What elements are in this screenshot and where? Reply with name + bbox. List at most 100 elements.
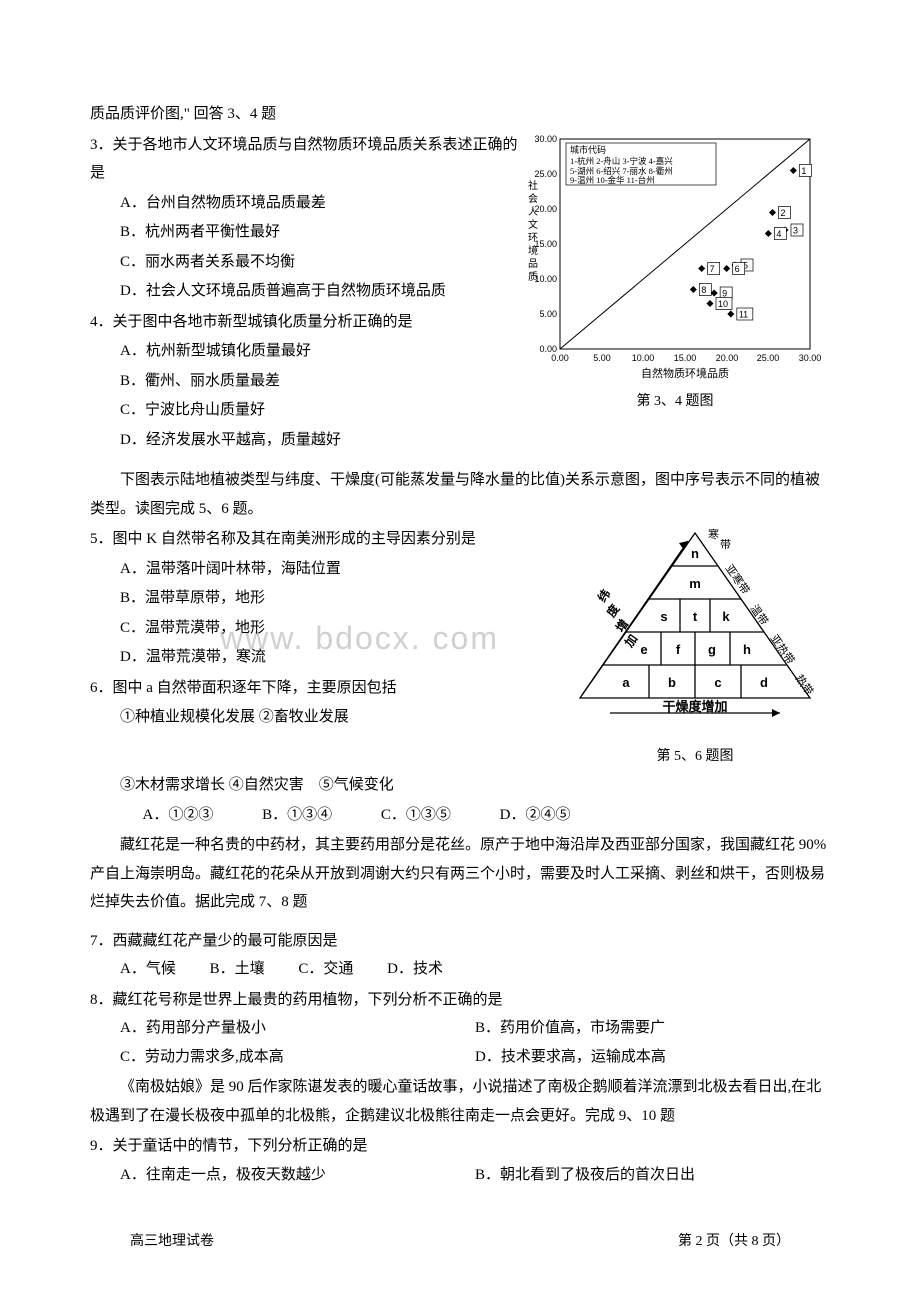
q8-option-c: C．劳动力需求多,成本高 xyxy=(120,1043,475,1072)
svg-text:15.00: 15.00 xyxy=(674,353,697,363)
q5-option-b: B．温带草原带，地形 xyxy=(120,584,560,613)
svg-text:文: 文 xyxy=(528,218,538,231)
svg-text:h: h xyxy=(743,642,751,657)
svg-text:30.00: 30.00 xyxy=(534,134,557,144)
svg-text:c: c xyxy=(714,675,721,690)
svg-text:1-杭州 2-舟山 3-宁波 4-嘉兴: 1-杭州 2-舟山 3-宁波 4-嘉兴 xyxy=(570,156,673,166)
question-7: 7．西藏藏红花产量少的最可能原因是 A．气候 B．土壤 C．交通 D．技术 xyxy=(90,927,830,984)
svg-text:m: m xyxy=(689,576,701,591)
q8-option-d: D．技术要求高，运输成本高 xyxy=(475,1043,830,1072)
question-9: 9．关于童话中的情节，下列分析正确的是 A．往南走一点，极夜天数越少 B．朝北看… xyxy=(90,1132,830,1189)
q6-line2: ③木材需求增长 ④自然灾害 ⑤气候变化 xyxy=(120,771,830,800)
svg-text:境: 境 xyxy=(528,244,538,257)
scatter-chart-34: 0.00 5.00 10.00 15.00 20.00 25.00 30.00 … xyxy=(520,129,830,457)
question-3: 3．关于各地市人文环境品质与自然物质环境品质关系表述正确的是 A．台州自然物质环… xyxy=(90,131,520,306)
chart-56-caption: 第 5、6 题图 xyxy=(560,744,830,771)
svg-text:11: 11 xyxy=(739,309,748,319)
svg-text:人: 人 xyxy=(528,206,538,218)
q8-option-b: B．药用价值高，市场需要广 xyxy=(475,1014,830,1043)
svg-text:干燥度增加: 干燥度增加 xyxy=(662,699,727,714)
svg-text:10.00: 10.00 xyxy=(632,353,655,363)
svg-text:亚热带: 亚热带 xyxy=(768,632,798,666)
q6-option-b: B．①③④ xyxy=(262,801,332,830)
svg-text:2: 2 xyxy=(781,208,786,218)
svg-text:20.00: 20.00 xyxy=(716,353,739,363)
footer-left: 高三地理试卷 xyxy=(130,1229,214,1256)
svg-text:8: 8 xyxy=(701,285,706,295)
svg-text:25.00: 25.00 xyxy=(757,353,780,363)
svg-text:s: s xyxy=(660,609,667,624)
svg-text:0.00: 0.00 xyxy=(551,353,569,363)
q3-option-a: A．台州自然物质环境品质最差 xyxy=(120,189,520,218)
svg-text:温带: 温带 xyxy=(748,602,771,627)
svg-text:3: 3 xyxy=(793,225,798,235)
q6-stem: 6．图中 a 自然带面积逐年下降，主要原因包括 xyxy=(90,674,560,703)
pyramid-svg: n m stk efgh abcd 干燥度增加 纬 度 增 加 寒带 亚寒 xyxy=(560,523,830,733)
q7-option-c: C．交通 xyxy=(298,955,353,984)
pyramid-chart-56: n m stk efgh abcd 干燥度增加 纬 度 增 加 寒带 亚寒 xyxy=(560,523,830,770)
q5-option-a: A．温带落叶阔叶林带，海陆位置 xyxy=(120,555,560,584)
svg-text:d: d xyxy=(760,675,768,690)
svg-text:品: 品 xyxy=(528,258,538,270)
q9-option-a: A．往南走一点，极夜天数越少 xyxy=(120,1161,475,1190)
svg-text:g: g xyxy=(708,642,716,657)
svg-text:带: 带 xyxy=(720,538,731,551)
chart-34-caption: 第 3、4 题图 xyxy=(520,389,830,416)
q5-option-c: C．温带荒漠带，地形 xyxy=(120,614,560,643)
svg-text:5.00: 5.00 xyxy=(539,309,557,319)
svg-text:b: b xyxy=(668,675,676,690)
q9-stem: 9．关于童话中的情节，下列分析正确的是 xyxy=(90,1132,830,1161)
scatter-svg: 0.00 5.00 10.00 15.00 20.00 25.00 30.00 … xyxy=(520,129,830,389)
question-8: 8．藏红花号称是世界上最贵的药用植物，下列分析不正确的是 A．药用部分产量极小 … xyxy=(90,986,830,1072)
svg-text:t: t xyxy=(693,609,698,624)
q4-option-c: C．宁波比舟山质量好 xyxy=(120,396,520,425)
svg-text:f: f xyxy=(676,642,681,657)
intro-56: 下图表示陆地植被类型与纬度、干燥度(可能蒸发量与降水量的比值)关系示意图，图中序… xyxy=(90,466,830,523)
q3-option-b: B．杭州两者平衡性最好 xyxy=(120,218,520,247)
question-5: 5．图中 K 自然带名称及其在南美洲形成的主导因素分别是 A．温带落叶阔叶林带，… xyxy=(90,525,560,672)
q4-option-b: B．衢州、丽水质量最差 xyxy=(120,367,520,396)
q6-option-a: A．①②③ xyxy=(143,801,214,830)
svg-text:社: 社 xyxy=(528,179,538,192)
svg-text:会: 会 xyxy=(528,192,538,205)
svg-text:寒: 寒 xyxy=(708,527,719,541)
q5-option-d: D．温带荒漠带，寒流 xyxy=(120,643,560,672)
q7-option-d: D．技术 xyxy=(387,955,443,984)
q6-option-d: D．②④⑤ xyxy=(500,801,571,830)
svg-text:5.00: 5.00 xyxy=(593,353,611,363)
q8-stem: 8．藏红花号称是世界上最贵的药用植物，下列分析不正确的是 xyxy=(90,986,830,1015)
footer-right: 第 2 页（共 8 页） xyxy=(678,1229,790,1256)
q9-option-b: B．朝北看到了极夜后的首次日出 xyxy=(475,1161,830,1190)
svg-text:n: n xyxy=(691,546,699,561)
svg-text:6: 6 xyxy=(735,264,740,274)
intro-78: 藏红花是一种名贵的中药材，其主要药用部分是花丝。原产于地中海沿岸及西亚部分国家，… xyxy=(90,831,830,917)
svg-text:e: e xyxy=(640,642,647,657)
page-footer: 高三地理试卷 第 2 页（共 8 页） xyxy=(90,1229,830,1256)
svg-text:9-温州 10-金华 11-台州: 9-温州 10-金华 11-台州 xyxy=(570,175,655,185)
q6-option-c: C．①③⑤ xyxy=(381,801,451,830)
question-6: 6．图中 a 自然带面积逐年下降，主要原因包括 ①种植业规模化发展 ②畜牧业发展 xyxy=(90,674,560,732)
q7-stem: 7．西藏藏红花产量少的最可能原因是 xyxy=(90,927,830,956)
svg-text:10: 10 xyxy=(718,299,728,309)
q8-option-a: A．药用部分产量极小 xyxy=(120,1014,475,1043)
q4-option-d: D．经济发展水平越高，质量越好 xyxy=(120,426,520,455)
svg-text:a: a xyxy=(622,675,630,690)
svg-text:自然物质环境品质: 自然物质环境品质 xyxy=(641,366,729,380)
svg-text:热带: 热带 xyxy=(793,672,816,697)
intro-910: 《南极姑娘》是 90 后作家陈谌发表的暖心童话故事，小说描述了南极企鹅顺着洋流漂… xyxy=(90,1073,830,1130)
legend-title: 城市代码 xyxy=(570,144,606,155)
svg-text:9: 9 xyxy=(722,288,727,298)
svg-text:7: 7 xyxy=(710,264,715,274)
q3-option-d: D．社会人文环境品质普遍高于自然物质环境品质 xyxy=(120,277,520,306)
q3-stem: 3．关于各地市人文环境品质与自然物质环境品质关系表述正确的是 xyxy=(90,131,520,188)
svg-text:k: k xyxy=(722,609,730,624)
svg-text:质: 质 xyxy=(528,271,538,283)
q7-option-b: B．土壤 xyxy=(210,955,265,984)
svg-text:30.00: 30.00 xyxy=(799,353,822,363)
svg-text:环: 环 xyxy=(528,233,538,244)
q4-stem: 4．关于图中各地市新型城镇化质量分析正确的是 xyxy=(90,308,520,337)
q3-option-c: C．丽水两者关系最不均衡 xyxy=(120,248,520,277)
q6-line1: ①种植业规模化发展 ②畜牧业发展 xyxy=(120,703,560,732)
q5-stem: 5．图中 K 自然带名称及其在南美洲形成的主导因素分别是 xyxy=(90,525,560,554)
svg-text:4: 4 xyxy=(776,229,781,239)
